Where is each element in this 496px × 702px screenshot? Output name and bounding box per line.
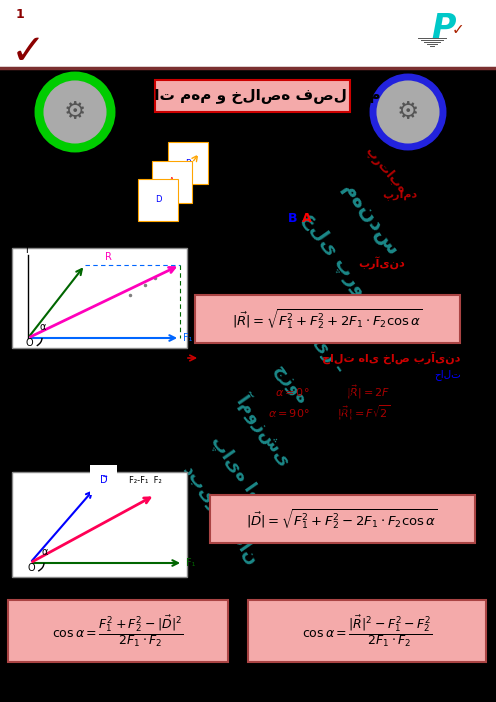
Text: پرامد: پرامد bbox=[382, 190, 418, 201]
Text: $|\vec{D}| = \sqrt{F_1^2 + F_2^2 - 2F_1 \cdot F_2 \cos\alpha}$: $|\vec{D}| = \sqrt{F_1^2 + F_2^2 - 2F_1 … bbox=[246, 507, 438, 531]
Text: ✓: ✓ bbox=[10, 31, 46, 73]
Text: B: B bbox=[185, 159, 191, 168]
Text: A: A bbox=[169, 178, 175, 187]
Text: پرتابه: پرتابه bbox=[362, 145, 408, 196]
Text: $\alpha = 0°$: $\alpha = 0°$ bbox=[275, 386, 310, 398]
Text: $\cos\alpha = \dfrac{|\vec{R}|^2 - F_1^2 - F_2^2}{2F_1 \cdot F_2}$: $\cos\alpha = \dfrac{|\vec{R}|^2 - F_1^2… bbox=[302, 613, 432, 649]
Text: α: α bbox=[40, 322, 46, 332]
Text: $|\vec{R}| = F\sqrt{2}$: $|\vec{R}| = F\sqrt{2}$ bbox=[337, 404, 390, 423]
Text: آموزشی: آموزشی bbox=[233, 390, 298, 470]
Text: D⃗: D⃗ bbox=[100, 475, 108, 485]
Text: $\alpha = 90°$: $\alpha = 90°$ bbox=[268, 407, 310, 419]
Text: اگر: اگر bbox=[258, 386, 275, 397]
Text: 1: 1 bbox=[456, 385, 464, 399]
Text: O: O bbox=[26, 338, 34, 348]
Text: F₂-F₁  F₂: F₂-F₁ F₂ bbox=[129, 476, 162, 485]
Text: l: l bbox=[25, 245, 28, 255]
Text: جزوه: جزوه bbox=[270, 362, 310, 409]
Bar bbox=[8, 600, 228, 662]
Text: پایه اول: پایه اول bbox=[206, 432, 273, 517]
Text: R: R bbox=[105, 252, 112, 262]
Text: $|\vec{R}| = 2F$: $|\vec{R}| = 2F$ bbox=[346, 383, 390, 401]
Text: $\cos\alpha = \dfrac{F_1^2 + F_2^2 - |\vec{D}|^2}{2F_1 \cdot F_2}$: $\cos\alpha = \dfrac{F_1^2 + F_2^2 - |\v… bbox=[53, 613, 184, 649]
Text: : آنگاه: : آنگاه bbox=[320, 386, 355, 398]
Text: ⚙: ⚙ bbox=[397, 100, 419, 124]
Text: $|\vec{R}| = \sqrt{F_1^2 + F_2^2 + 2F_1 \cdot F_2 \cos\alpha}$: $|\vec{R}| = \sqrt{F_1^2 + F_2^2 + 2F_1 … bbox=[232, 307, 423, 331]
Text: برآیند: برآیند bbox=[359, 256, 405, 270]
Circle shape bbox=[42, 79, 108, 145]
Text: ⚙: ⚙ bbox=[64, 100, 86, 124]
Bar bbox=[12, 472, 187, 577]
Text: O: O bbox=[28, 563, 36, 573]
Bar bbox=[0, 0, 496, 68]
Text: P: P bbox=[432, 12, 456, 45]
Text: : آنگاه: : آنگاه bbox=[320, 407, 355, 419]
Circle shape bbox=[375, 79, 441, 145]
Text: 2: 2 bbox=[456, 406, 464, 420]
Text: ✓: ✓ bbox=[452, 22, 464, 37]
Bar bbox=[248, 600, 486, 662]
Text: α: α bbox=[42, 547, 49, 557]
Text: 1: 1 bbox=[16, 8, 24, 21]
Text: دبیرستان: دبیرستان bbox=[179, 461, 261, 569]
Bar bbox=[195, 295, 460, 343]
Circle shape bbox=[42, 79, 108, 145]
Text: مهندس: مهندس bbox=[337, 180, 403, 260]
Text: تكات مهم و خلاصه فصل دوم: تكات مهم و خلاصه فصل دوم bbox=[125, 88, 381, 103]
Text: D: D bbox=[155, 195, 161, 204]
Bar bbox=[210, 495, 475, 543]
Text: B: B bbox=[288, 211, 298, 225]
Text: F₁: F₁ bbox=[183, 333, 192, 343]
Bar bbox=[12, 248, 187, 348]
Text: F₁: F₁ bbox=[186, 558, 195, 568]
Text: حالت های خاص برآیند: حالت های خاص برآیند bbox=[321, 352, 460, 364]
Text: A: A bbox=[302, 211, 312, 225]
Text: علی پرورش: علی پرورش bbox=[298, 209, 392, 331]
Text: حالت: حالت bbox=[434, 369, 461, 380]
Text: مالمیر -: مالمیر - bbox=[282, 293, 348, 376]
Text: اگر: اگر bbox=[258, 407, 275, 418]
Bar bbox=[155, 80, 350, 112]
